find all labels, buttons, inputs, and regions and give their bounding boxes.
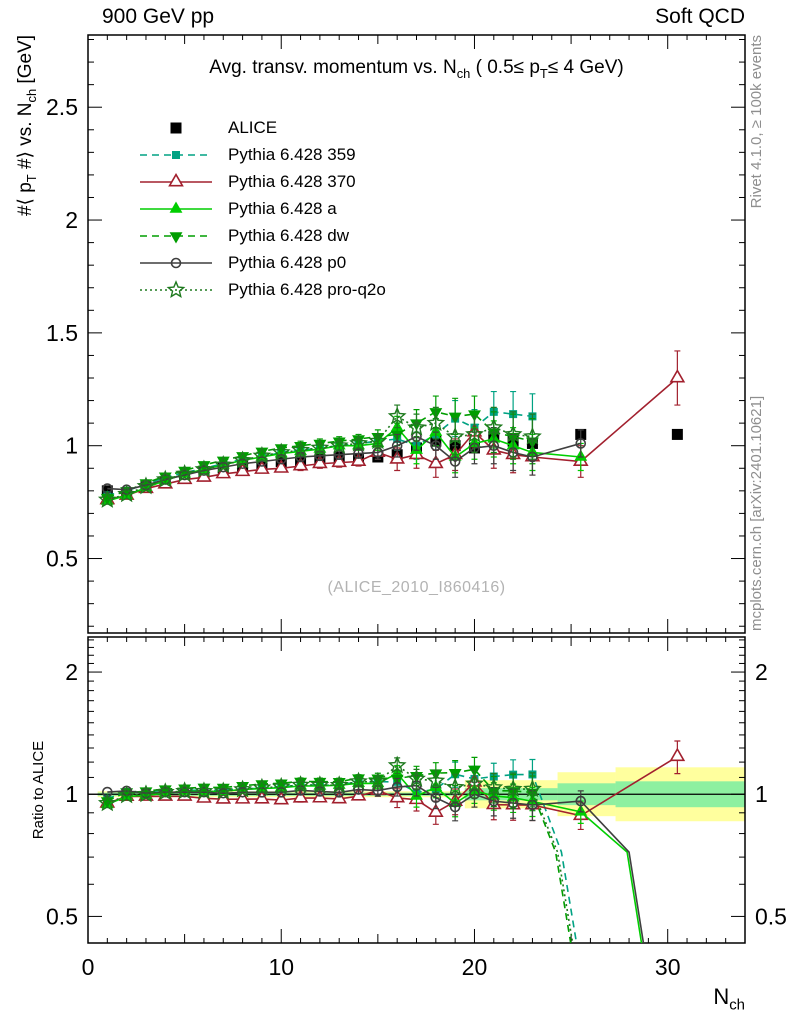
main-y-tick-label: 1.5 <box>46 320 78 346</box>
series-py370-main <box>99 350 686 505</box>
rivet-version-note: Rivet 4.1.0, ≥ 100k events <box>748 35 765 209</box>
ratio-y-tick-label: 1 <box>65 781 78 807</box>
legend-marker-pydw <box>140 231 212 243</box>
legend-item-pydw: Pythia 6.428 dw <box>138 222 386 249</box>
ratio-y-tick-label: 2 <box>65 659 78 685</box>
x-tick-label: 20 <box>462 954 488 980</box>
x-tick-label: 30 <box>655 954 681 980</box>
ratio-y-tick-label-right: 1 <box>755 781 768 807</box>
legend-item-py359: Pythia 6.428 359 <box>138 141 386 168</box>
ratio-y-tick-label-right: 0.5 <box>755 903 786 929</box>
legend-marker-pyq2o <box>140 279 212 298</box>
x-axis-label: Nch <box>713 984 745 1014</box>
legend-item-pya: Pythia 6.428 a <box>138 195 386 222</box>
legend-item-py370: Pythia 6.428 370 <box>138 168 386 195</box>
x-tick-label: 10 <box>268 954 294 980</box>
analysis-id-watermark: (ALICE_2010_I860416) <box>327 579 506 596</box>
legend-label: Pythia 6.428 dw <box>228 225 349 245</box>
legend-marker-pya <box>140 201 212 213</box>
legend-marker-pyp0 <box>140 257 212 268</box>
main-y-tick-label: 0.5 <box>46 546 78 572</box>
legend-label: Pythia 6.428 a <box>228 198 337 218</box>
legend-item-pyp0: Pythia 6.428 p0 <box>138 249 386 276</box>
ratio-y-tick-label-right: 2 <box>755 659 768 685</box>
ratio-y-axis-label: Ratio to ALICE <box>30 740 47 840</box>
ratio-y-tick-label: 0.5 <box>46 903 78 929</box>
series-pyq2o-ratio <box>97 755 574 943</box>
legend-item-pyq2o: Pythia 6.428 pro-q2o <box>138 276 386 303</box>
legend-item-alice: ALICE <box>138 114 386 141</box>
legend-label: Pythia 6.428 359 <box>228 144 356 164</box>
legend: ALICE Pythia 6.428 359 Pythia 6.428 370 Pyt… <box>138 114 386 303</box>
plot-title: Avg. transv. momentum vs. Nch ( 0.5≤ pT≤… <box>209 57 624 81</box>
main-y-tick-label: 2.5 <box>46 94 78 120</box>
x-tick-label: 0 <box>82 954 95 980</box>
main-y-tick-label: 2 <box>65 207 78 233</box>
main-y-tick-label: 1 <box>65 433 78 459</box>
legend-label: Pythia 6.428 370 <box>228 171 356 191</box>
legend-marker-py359 <box>140 150 212 159</box>
axis-ticks <box>87 35 745 943</box>
legend-label: ALICE <box>228 117 278 137</box>
legend-label: Pythia 6.428 p0 <box>228 252 347 272</box>
process-group-label: Soft QCD <box>655 5 745 28</box>
legend-marker-py370 <box>140 172 212 187</box>
legend-label: Pythia 6.428 pro-q2o <box>228 279 386 299</box>
legend-marker-alice <box>170 122 182 133</box>
series-pyq2o-main <box>97 404 542 508</box>
beam-energy-label: 900 GeV pp <box>102 5 215 28</box>
main-y-axis-label: #⟨ pT #⟩ vs. Nch [GeV] <box>15 35 39 217</box>
mcplots-note: mcplots.cern.ch [arXiv:2401.10621] <box>748 395 765 631</box>
